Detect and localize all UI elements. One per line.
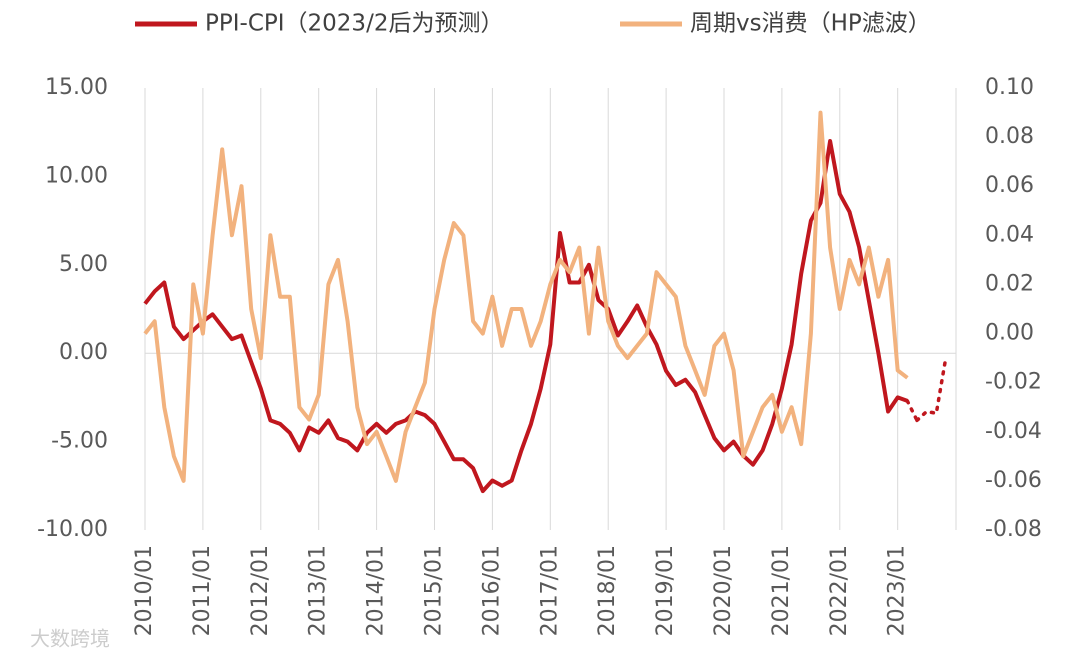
x-tick-label: 2023/01 (885, 545, 910, 636)
x-tick-label: 2020/01 (711, 545, 736, 636)
x-tick-label: 2012/01 (248, 545, 273, 636)
y2-tick-label: -0.06 (985, 468, 1042, 493)
series-line (143, 110, 909, 483)
x-tick-label: 2018/01 (595, 545, 620, 636)
y2-tick-label: 0.02 (985, 271, 1034, 296)
x-tick-label: 2016/01 (479, 545, 504, 636)
watermark: 大数跨境 (30, 627, 110, 651)
y-tick-label: 10.00 (45, 163, 108, 188)
legend-label: 周期vs消费（HP滤波） (690, 11, 931, 37)
x-tick-label: 2010/01 (132, 545, 157, 636)
x-tick-label: 2021/01 (769, 545, 794, 636)
y-tick-label: 0.00 (59, 340, 108, 365)
legend-label: PPI-CPI（2023/2后为预测） (205, 11, 503, 37)
x-tick-label: 2011/01 (190, 545, 215, 636)
series-line (143, 139, 909, 494)
y2-tick-label: 0.10 (985, 75, 1034, 100)
y-tick-label: 15.00 (45, 75, 108, 100)
y2-tick-label: 0.00 (985, 321, 1034, 346)
y2-tick-label: 0.04 (985, 222, 1034, 247)
forecast-link (905, 399, 919, 423)
y-tick-label: -10.00 (37, 517, 108, 542)
y2-tick-label: -0.04 (985, 419, 1042, 444)
x-tick-label: 2015/01 (422, 545, 447, 636)
x-tick-label: 2022/01 (827, 545, 852, 636)
x-tick-label: 2017/01 (537, 545, 562, 636)
y2-tick-label: -0.02 (985, 370, 1042, 395)
y-tick-label: -5.00 (51, 429, 108, 454)
x-tick-label: 2013/01 (306, 545, 331, 636)
y2-tick-label: -0.08 (985, 517, 1042, 542)
y-tick-label: 5.00 (59, 252, 108, 277)
x-tick-label: 2014/01 (364, 545, 389, 636)
y2-tick-label: 0.08 (985, 124, 1034, 149)
forecast-line (915, 354, 948, 423)
y2-tick-label: 0.06 (985, 173, 1034, 198)
x-tick-label: 2019/01 (653, 545, 678, 636)
